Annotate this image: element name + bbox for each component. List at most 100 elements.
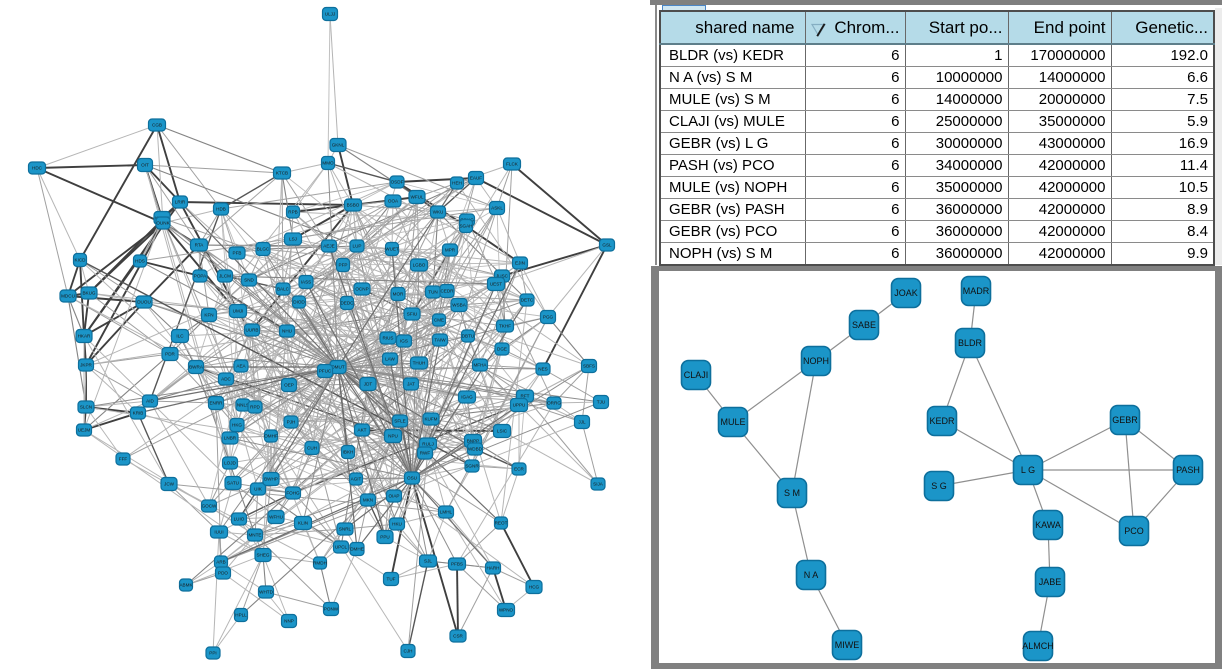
svg-text:BKUG: BKUG [82, 291, 95, 296]
svg-text:CEDR: CEDR [440, 289, 454, 294]
svg-text:KICD: KICD [75, 258, 87, 263]
svg-text:DUOU: DUOU [137, 300, 151, 305]
svg-text:SNRL: SNRL [339, 527, 352, 532]
svg-text:UPPU: UPPU [513, 403, 526, 408]
svg-text:LOJD: LOJD [224, 461, 236, 466]
svg-text:OSU: OSU [407, 476, 417, 481]
svg-text:WSBA: WSBA [452, 303, 466, 308]
svg-text:MULE: MULE [720, 417, 745, 427]
svg-text:JJL: JJL [578, 420, 586, 425]
svg-text:RWF: RWF [420, 451, 431, 456]
svg-text:BWRA: BWRA [189, 365, 204, 370]
svg-text:MFHA: MFHA [473, 363, 487, 368]
svg-text:ENRR: ENRR [209, 401, 223, 406]
svg-text:NHU: NHU [282, 329, 292, 334]
svg-text:LAW: LAW [385, 357, 395, 362]
svg-text:MOR: MOR [393, 292, 404, 297]
svg-text:DMHE: DMHE [350, 547, 364, 552]
svg-text:PJH: PJH [287, 420, 296, 425]
svg-text:ORRG: ORRG [547, 401, 561, 406]
svg-text:AGIT: AGIT [351, 477, 362, 482]
svg-text:JOAK: JOAK [894, 288, 918, 298]
svg-text:PDR: PDR [165, 352, 175, 357]
svg-text:JABE: JABE [1039, 577, 1062, 587]
svg-text:OSDF: OSDF [391, 180, 404, 185]
svg-text:HPLL: HPLL [235, 613, 247, 618]
svg-text:UURB: UURB [245, 328, 258, 333]
svg-text:HDS: HDS [135, 259, 145, 264]
svg-text:SBFS: SBFS [583, 364, 595, 369]
svg-text:MIWE: MIWE [835, 640, 860, 650]
svg-text:HKU: HKU [392, 522, 402, 527]
svg-text:KAWA: KAWA [1035, 520, 1061, 530]
svg-text:PCO: PCO [1124, 526, 1144, 536]
svg-text:LSJ: LSJ [289, 237, 297, 242]
svg-text:ADC: ADC [221, 377, 231, 382]
svg-text:ILC: ILC [176, 334, 184, 339]
svg-text:LGBO: LGBO [413, 263, 426, 268]
svg-text:UEST: UEST [490, 282, 502, 287]
svg-text:THUH: THUH [413, 361, 426, 366]
svg-text:WFUL: WFUL [410, 195, 423, 200]
svg-text:PFUC: PFUC [319, 369, 332, 374]
svg-text:RULJ: RULJ [422, 442, 434, 447]
svg-text:MMO: MMO [322, 161, 334, 166]
svg-text:AEA: AEA [236, 364, 246, 369]
svg-text:DGE: DGE [497, 347, 507, 352]
svg-text:TJU: TJU [597, 400, 605, 405]
svg-text:UIK: UIK [254, 487, 263, 492]
svg-text:OEP: OEP [284, 383, 294, 388]
svg-text:PONW: PONW [324, 607, 339, 612]
svg-text:CGB: CGB [152, 123, 162, 128]
svg-text:KFN: KFN [204, 313, 213, 318]
svg-text:BLGC: BLGC [257, 247, 270, 252]
svg-text:BLDR: BLDR [958, 338, 983, 348]
svg-text:MNTE: MNTE [248, 533, 261, 538]
svg-text:OUNK: OUNK [156, 221, 170, 226]
svg-text:DMUT: DMUT [331, 365, 344, 370]
svg-text:IGAG: IGAG [461, 395, 473, 400]
svg-text:TUF: TUF [387, 577, 396, 582]
svg-text:KEDR: KEDR [929, 416, 955, 426]
svg-text:PFP: PFP [339, 263, 348, 268]
svg-text:SATU: SATU [227, 481, 239, 486]
svg-text:SIJA: SIJA [593, 482, 604, 487]
svg-text:N A: N A [804, 570, 819, 580]
svg-text:JLCM: JLCM [219, 274, 231, 279]
svg-text:TUN: TUN [428, 290, 437, 295]
svg-text:GKNL: GKNL [332, 143, 345, 148]
svg-text:IUUI: IUUI [214, 530, 223, 535]
svg-text:NNLS: NNLS [237, 403, 249, 408]
svg-text:SABE: SABE [852, 320, 876, 330]
svg-text:PPI: PPI [209, 651, 216, 656]
svg-text:PASH: PASH [1176, 465, 1200, 475]
svg-text:NOPH: NOPH [803, 356, 829, 366]
svg-text:RTA: RTA [195, 243, 205, 248]
svg-text:LNBR: LNBR [224, 436, 237, 441]
svg-text:HDC: HDC [32, 166, 43, 171]
svg-text:WFHU: WFHU [269, 515, 283, 520]
svg-text:SHEG: SHEG [256, 553, 269, 558]
svg-text:KRIB: KRIB [133, 411, 144, 416]
svg-text:SGAH: SGAH [459, 224, 472, 229]
svg-text:CUH: CUH [307, 446, 317, 451]
svg-text:ALMCH: ALMCH [1022, 641, 1054, 651]
svg-text:NPU: NPU [388, 434, 398, 439]
svg-text:BALC: BALC [277, 287, 290, 292]
svg-text:SFIU: SFIU [407, 312, 417, 317]
svg-text:DIOD: DIOD [293, 300, 305, 305]
svg-text:PGG: PGG [543, 315, 554, 320]
svg-text:GOCW: GOCW [202, 504, 217, 509]
svg-text:ARB: ARB [216, 560, 225, 565]
svg-text:S G: S G [931, 481, 947, 491]
svg-text:IASS: IASS [301, 280, 311, 285]
svg-text:MKN: MKN [363, 498, 373, 503]
svg-text:MDCU: MDCU [61, 294, 75, 299]
svg-text:ASKL: ASKL [491, 206, 503, 211]
svg-text:ECR: ECR [514, 467, 524, 472]
svg-text:BSBO: BSBO [347, 203, 360, 208]
svg-text:JDT: JDT [364, 382, 373, 387]
svg-text:JAT: JAT [407, 382, 415, 387]
svg-text:GSL: GSL [602, 243, 612, 248]
svg-text:WDBD: WDBD [468, 447, 483, 452]
